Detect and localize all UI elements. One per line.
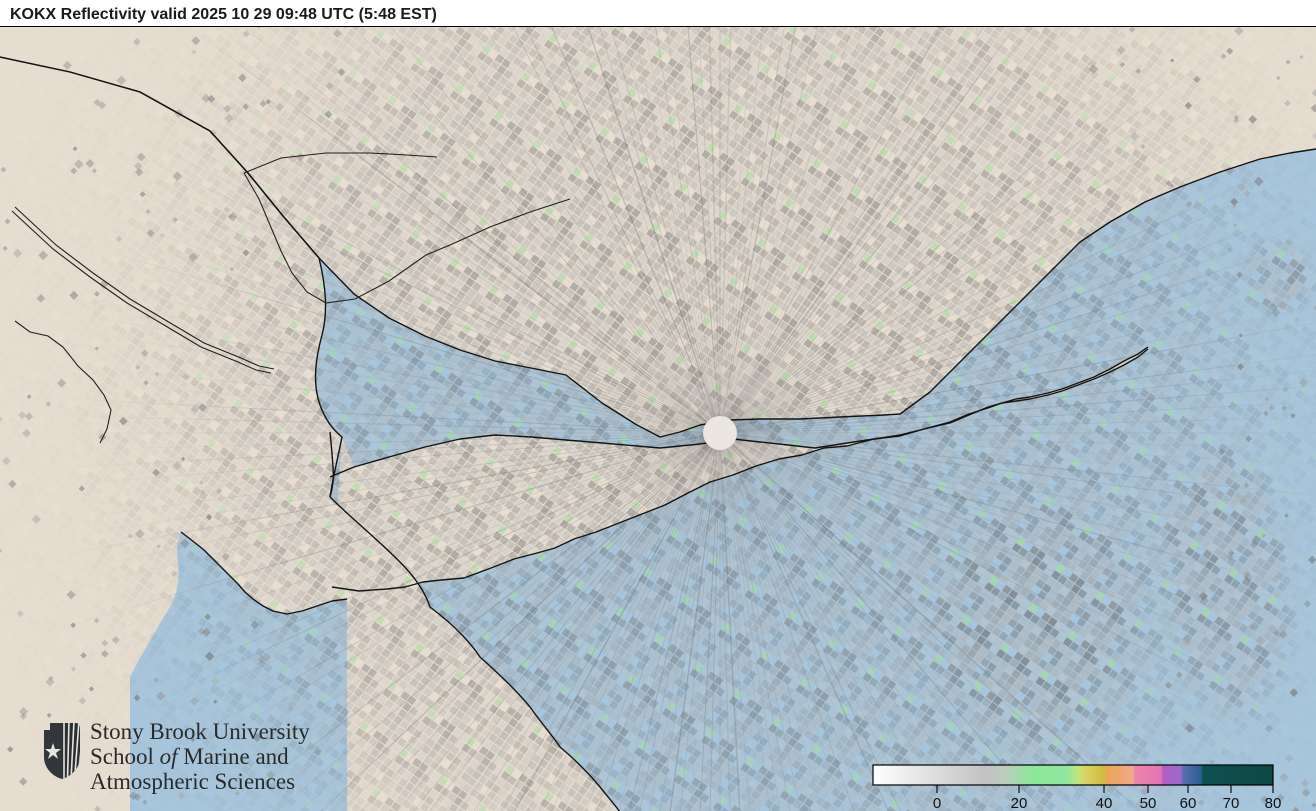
svg-text:0: 0 xyxy=(933,795,941,811)
svg-text:20: 20 xyxy=(1011,795,1028,811)
svg-text:40: 40 xyxy=(1096,795,1113,811)
svg-text:60: 60 xyxy=(1180,795,1197,811)
svg-text:50: 50 xyxy=(1140,795,1157,811)
svg-text:Stony Brook University: Stony Brook University xyxy=(90,719,310,744)
svg-text:Atmospheric Sciences: Atmospheric Sciences xyxy=(90,769,295,794)
svg-text:80: 80 xyxy=(1265,795,1282,811)
svg-text:70: 70 xyxy=(1223,795,1240,811)
svg-text:School of Marine and: School of Marine and xyxy=(90,744,289,769)
